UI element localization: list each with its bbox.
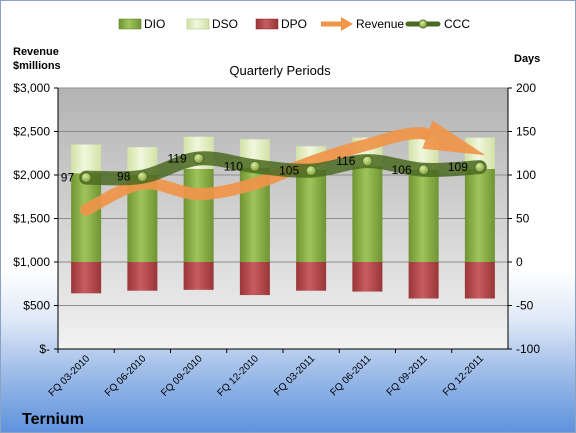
left-tick-label: $2,500 (13, 125, 50, 139)
legend: DIO DSO DPO Revenue CCC (118, 17, 470, 31)
left-tick-label: $- (39, 342, 50, 356)
left-tick-label: $2,000 (13, 168, 50, 182)
legend-swatch-revenue-head (341, 17, 353, 31)
dpo-bar (464, 262, 495, 299)
chart-subtitle: Quarterly Periods (229, 63, 331, 78)
dio-bar (296, 169, 327, 262)
dpo-bar (71, 262, 102, 294)
ccc-series: 97 98 119 110 105 116 106 109 (61, 151, 487, 186)
x-tick-label: FQ 03-2010 (47, 353, 93, 399)
dpo-bar (408, 262, 439, 299)
legend-swatch-ccc-marker (418, 19, 428, 29)
legend-label-dio: DIO (144, 17, 165, 31)
ccc-data-label: 97 (61, 171, 75, 185)
dio-bar (183, 168, 214, 262)
ccc-marker (80, 172, 92, 184)
ccc-data-label: 109 (448, 160, 468, 174)
ccc-data-label: 98 (117, 170, 131, 184)
x-tick-label: FQ 12-2010 (215, 353, 261, 399)
legend-swatch-dio (118, 18, 142, 30)
x-tick-label: FQ 06-2010 (103, 353, 149, 399)
x-tick-label: FQ 03-2011 (272, 353, 317, 398)
legend-label-dpo: DPO (281, 17, 307, 31)
left-tick-label: $3,000 (13, 81, 50, 95)
left-tick-label: $1,500 (13, 212, 50, 226)
right-axis-title: Days (514, 53, 540, 65)
legend-label-dso: DSO (212, 17, 238, 31)
dio-bar (71, 173, 102, 262)
left-axis-title-line2: $millions (13, 60, 61, 72)
legend-label-ccc: CCC (444, 17, 470, 31)
right-tick-label: 0 (516, 255, 523, 269)
ccc-data-label: 106 (392, 163, 412, 177)
right-tick-label: 50 (516, 212, 530, 226)
dpo-bar (127, 262, 158, 291)
revenue-arrow-head (422, 120, 486, 156)
x-tick-label: FQ 06-2011 (329, 353, 374, 398)
dpo-bar (183, 262, 214, 290)
right-tick-label: 100 (516, 168, 536, 182)
ccc-data-label: 119 (167, 151, 186, 165)
ccc-data-label: 116 (336, 154, 355, 168)
dio-bar (464, 168, 495, 262)
ccc-marker (474, 161, 486, 173)
legend-swatch-dso (186, 18, 210, 30)
dio-bar (408, 169, 439, 262)
legend-swatch-dpo (255, 18, 279, 30)
right-tick-label: 200 (516, 81, 536, 95)
ccc-marker (305, 165, 317, 177)
x-tick-label: FQ 09-2011 (385, 353, 430, 398)
x-tick-label: FQ 09-2010 (159, 353, 205, 399)
ccc-marker (249, 160, 261, 172)
dpo-bar (296, 262, 327, 291)
ccc-data-label: 110 (224, 159, 243, 173)
ccc-data-label: 105 (279, 164, 299, 178)
left-tick-label: $1,000 (13, 255, 50, 269)
right-tick-label: -100 (516, 342, 540, 356)
ccc-marker (136, 171, 148, 183)
dso-bar (71, 144, 102, 174)
ccc-marker (193, 152, 205, 164)
company-name: Ternium (22, 411, 84, 428)
right-tick-label: -50 (516, 299, 534, 313)
dpo-bar (352, 262, 383, 292)
right-tick-label: 150 (516, 125, 536, 139)
dpo-bar (239, 262, 270, 296)
legend-label-revenue: Revenue (356, 17, 404, 31)
x-tick-label: FQ 12-2011 (441, 353, 486, 398)
dio-bar (352, 166, 383, 262)
ccc-marker (361, 155, 373, 167)
left-tick-label: $500 (23, 299, 50, 313)
ccc-marker (418, 164, 430, 176)
left-axis-title-line1: Revenue (13, 46, 59, 58)
